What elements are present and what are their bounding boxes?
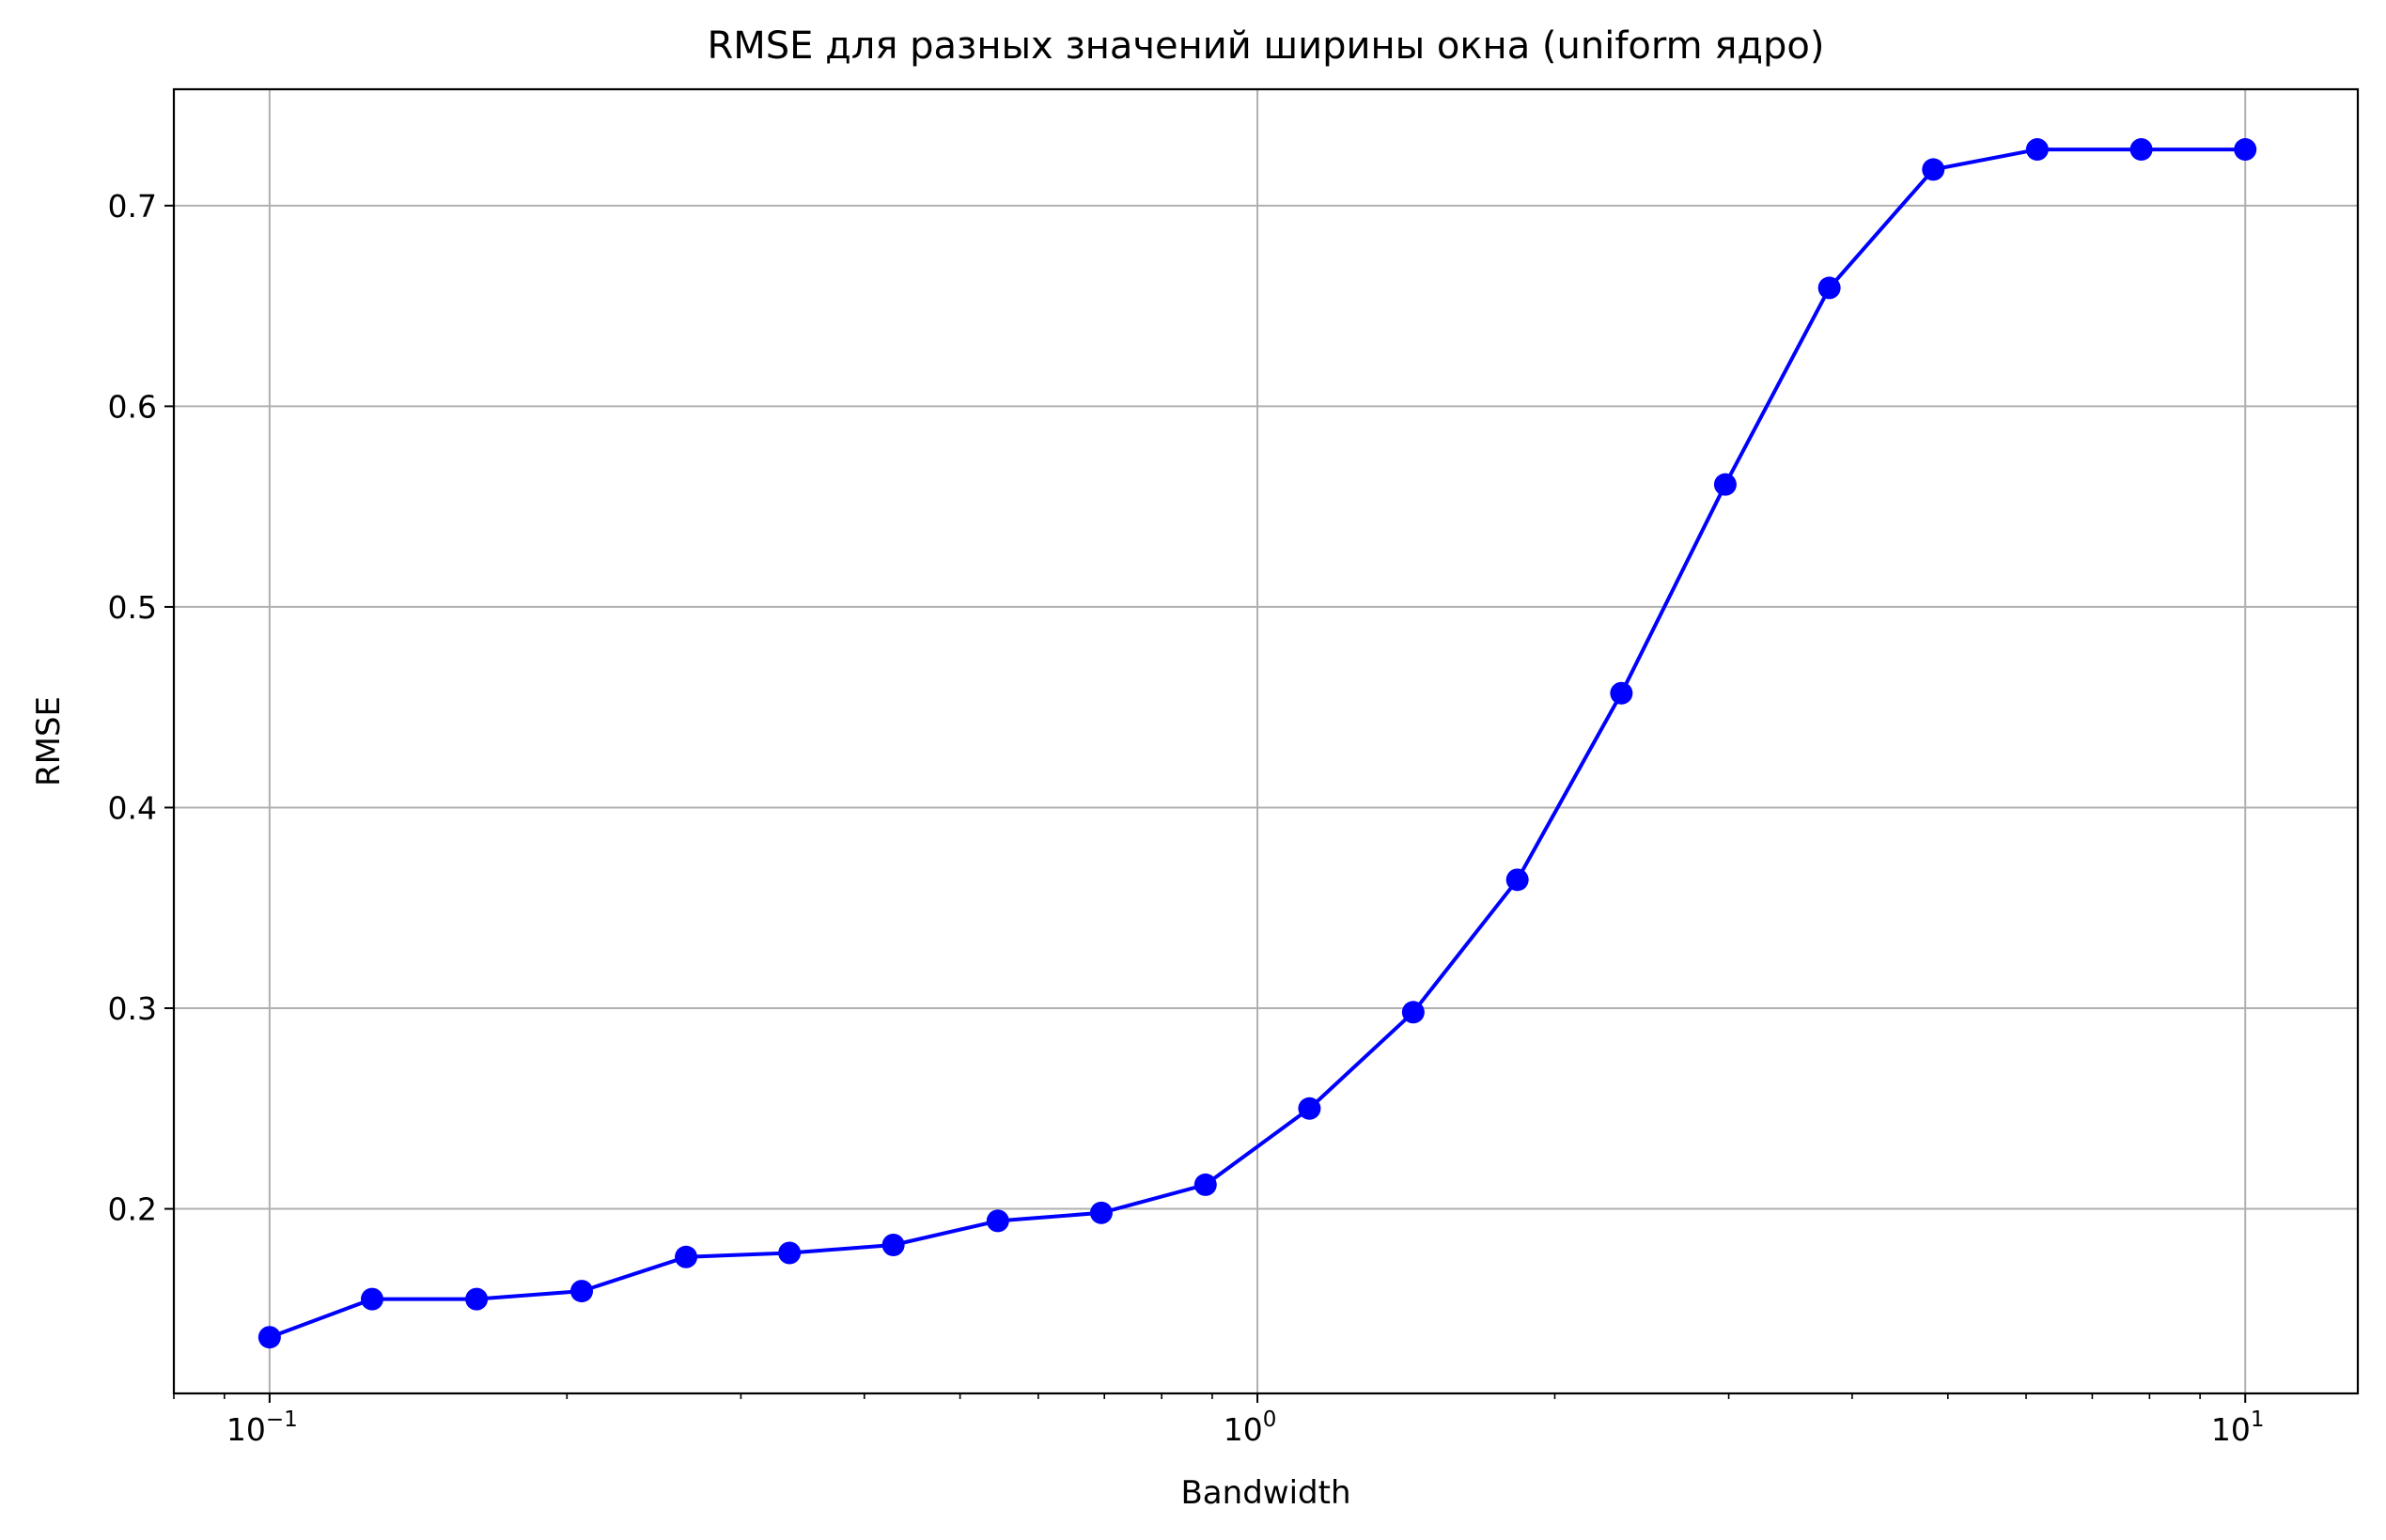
plot-frame bbox=[172, 87, 2360, 1395]
y-tick-label: 0.7 bbox=[108, 188, 157, 225]
data-point bbox=[2129, 138, 2153, 162]
data-point bbox=[2025, 138, 2049, 162]
data-point bbox=[881, 1233, 905, 1256]
chart-title: RMSE для разных значений ширины окна (un… bbox=[707, 24, 1824, 68]
data-point bbox=[1505, 868, 1529, 892]
y-tick-label: 0.4 bbox=[108, 789, 157, 826]
data-point bbox=[1193, 1173, 1217, 1196]
data-point bbox=[986, 1209, 1009, 1233]
data-point bbox=[778, 1241, 802, 1265]
data-point bbox=[360, 1287, 383, 1311]
y-tick-label: 0.6 bbox=[108, 388, 157, 425]
y-tick-label: 0.2 bbox=[108, 1191, 157, 1228]
data-point bbox=[257, 1326, 281, 1349]
data-point bbox=[1089, 1201, 1113, 1224]
y-axis-label: RMSE bbox=[30, 696, 68, 786]
data-point bbox=[1610, 681, 1633, 705]
data-point bbox=[675, 1245, 698, 1268]
data-point bbox=[570, 1280, 594, 1303]
data-point bbox=[2234, 138, 2257, 162]
series-layer bbox=[257, 138, 2257, 1349]
x-axis-label: Bandwidth bbox=[1180, 1474, 1350, 1512]
data-point bbox=[1713, 473, 1737, 496]
data-point bbox=[1817, 276, 1841, 300]
data-point bbox=[465, 1287, 489, 1311]
series-line bbox=[269, 148, 2246, 1340]
data-point bbox=[1922, 158, 1945, 181]
grid bbox=[174, 89, 2358, 1393]
y-tick-label: 0.5 bbox=[108, 589, 157, 626]
data-point bbox=[1298, 1097, 1321, 1120]
y-tick-label: 0.3 bbox=[108, 990, 157, 1027]
data-point bbox=[1401, 1001, 1425, 1024]
